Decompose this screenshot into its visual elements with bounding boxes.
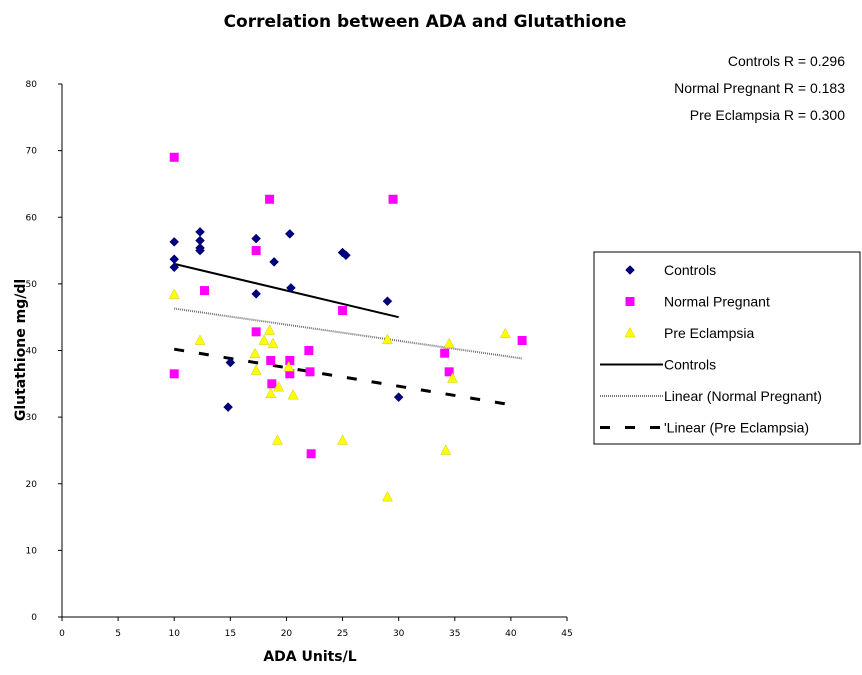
data-point: [266, 355, 276, 365]
data-point: [200, 286, 210, 296]
data-point: [195, 245, 205, 256]
data-point: [393, 392, 404, 402]
data-point: [382, 491, 393, 502]
data-point: [251, 327, 261, 337]
data-point: [251, 233, 261, 244]
data-point: [250, 364, 262, 375]
y-tick-label: 20: [26, 480, 38, 490]
r-annotation: Normal Pregnant R = 0.183: [674, 80, 845, 96]
legend-marker: [624, 326, 636, 338]
data-point: [440, 444, 452, 455]
data-point: [223, 402, 233, 412]
x-tick-label: 25: [337, 629, 348, 639]
axis-ticks: 0 10 20 30 40 50 60 70 80 0 5 10 15 20 25 30 35 40 45: [26, 80, 573, 639]
data-point: [306, 449, 316, 459]
r-annotations: Controls R = 0.296 Normal Pregnant R = 0.…: [674, 53, 845, 123]
r-annotation: Pre Eclampsia R = 0.300: [690, 107, 845, 123]
data-point: [269, 257, 279, 267]
data-point: [168, 288, 180, 299]
legend-marker: [625, 265, 635, 275]
y-tick-label: 70: [26, 147, 38, 157]
data-point: [264, 324, 276, 335]
data-point: [267, 379, 277, 389]
y-tick-label: 60: [26, 213, 38, 223]
legend-label: Controls: [664, 262, 716, 278]
trendline: [173, 347, 506, 406]
x-tick-label: 15: [225, 629, 236, 639]
y-tick-label: 10: [26, 546, 38, 556]
data-point: [258, 334, 270, 345]
x-tick-label: 20: [281, 629, 293, 639]
r-annotation: Controls R = 0.296: [728, 53, 845, 69]
legend-label: Linear (Normal Pregnant): [664, 388, 822, 404]
data-point: [443, 337, 455, 349]
chart-title: Correlation between ADA and Glutathione: [224, 12, 627, 32]
y-tick-label: 30: [26, 413, 38, 423]
data-point: [517, 336, 527, 346]
data-point: [169, 262, 180, 273]
legend-marker: [625, 297, 635, 306]
x-axis-label: ADA Units/L: [263, 649, 356, 665]
legend: Controls Normal Pregnant Pre Eclampsia Cont…: [593, 251, 861, 445]
x-tick-label: 35: [449, 629, 460, 639]
trendlines: [173, 262, 523, 406]
data-point: [283, 361, 295, 372]
y-tick-label: 40: [26, 347, 38, 357]
legend-box: [593, 251, 861, 445]
x-tick-label: 10: [168, 629, 180, 639]
data-point: [267, 337, 279, 349]
trendline: [173, 262, 399, 319]
data-point: [382, 333, 393, 345]
data-point: [195, 227, 205, 237]
data-point: [265, 194, 275, 204]
data-point: [287, 389, 299, 400]
data-point: [273, 381, 285, 392]
data-point: [440, 348, 450, 358]
data-point: [284, 229, 295, 239]
data-point: [225, 357, 236, 368]
data-point: [249, 347, 261, 359]
data-point: [337, 434, 348, 445]
legend-label: Pre Eclampsia: [664, 325, 754, 341]
legend-label: Controls: [664, 357, 716, 373]
data-point: [388, 194, 398, 204]
trendline: [174, 307, 523, 360]
data-point: [251, 289, 261, 299]
data-point: [499, 327, 511, 339]
data-point: [169, 369, 179, 379]
legend-label: 'Linear (Pre Eclampsia): [664, 420, 809, 436]
y-axis-label: Glutathione mg/dl: [13, 279, 29, 421]
data-point: [444, 367, 454, 377]
data-point: [265, 387, 277, 399]
x-tick-label: 5: [115, 629, 121, 639]
data-point: [447, 372, 458, 383]
data-points: [168, 152, 527, 502]
data-point: [285, 355, 295, 365]
y-tick-label: 80: [26, 80, 38, 90]
x-tick-label: 40: [505, 629, 517, 639]
data-point: [194, 334, 206, 345]
data-point: [272, 434, 283, 445]
data-point: [382, 296, 393, 307]
legend-label: Normal Pregnant: [664, 294, 770, 310]
x-tick-label: 45: [561, 629, 572, 639]
x-tick-label: 30: [393, 629, 405, 639]
data-point: [285, 369, 295, 379]
data-point: [341, 250, 351, 261]
data-point: [304, 346, 314, 355]
data-point: [169, 237, 180, 247]
y-tick-label: 50: [26, 280, 38, 290]
data-point: [251, 246, 261, 256]
data-point: [286, 283, 296, 293]
y-tick-label: 0: [31, 613, 37, 623]
data-point: [169, 152, 179, 162]
data-point: [338, 306, 348, 316]
x-tick-label: 0: [59, 629, 65, 639]
data-point: [305, 367, 315, 377]
